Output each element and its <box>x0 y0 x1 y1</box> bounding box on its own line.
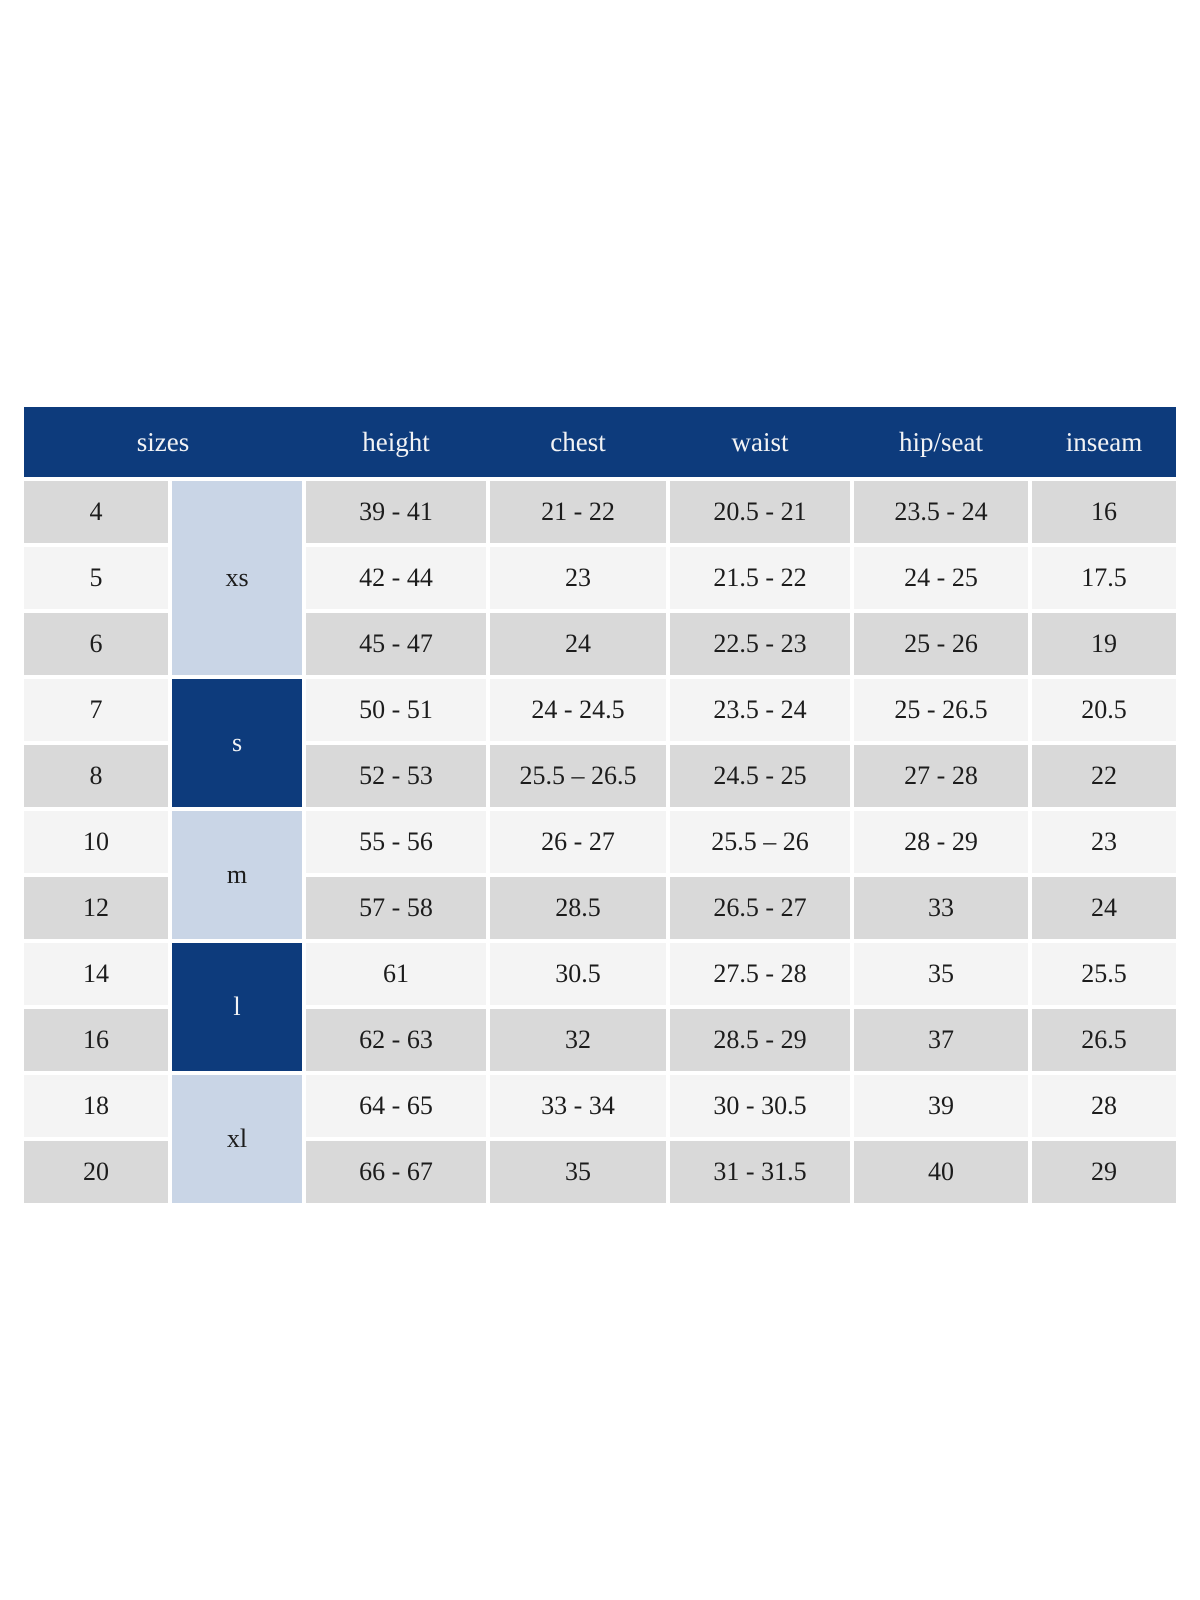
cell-waist: 30 - 30.5 <box>670 1075 850 1137</box>
cell-height: 62 - 63 <box>306 1009 486 1071</box>
size-group-cell-xs: xs <box>172 481 302 675</box>
cell-height: 64 - 65 <box>306 1075 486 1137</box>
cell-hip-seat: 35 <box>854 943 1028 1005</box>
cell-height: 42 - 44 <box>306 547 486 609</box>
cell-height: 57 - 58 <box>306 877 486 939</box>
cell-waist: 21.5 - 22 <box>670 547 850 609</box>
cell-chest: 32 <box>490 1009 666 1071</box>
cell-inseam: 25.5 <box>1032 943 1176 1005</box>
cell-chest: 23 <box>490 547 666 609</box>
cell-inseam: 17.5 <box>1032 547 1176 609</box>
cell-hip-seat: 24 - 25 <box>854 547 1028 609</box>
cell-height: 45 - 47 <box>306 613 486 675</box>
size-cell: 6 <box>24 613 168 675</box>
cell-waist: 25.5 – 26 <box>670 811 850 873</box>
size-cell: 14 <box>24 943 168 1005</box>
cell-height: 52 - 53 <box>306 745 486 807</box>
cell-hip-seat: 25 - 26.5 <box>854 679 1028 741</box>
cell-waist: 28.5 - 29 <box>670 1009 850 1071</box>
cell-inseam: 28 <box>1032 1075 1176 1137</box>
cell-inseam: 29 <box>1032 1141 1176 1203</box>
cell-hip-seat: 37 <box>854 1009 1028 1071</box>
cell-chest: 24 <box>490 613 666 675</box>
header-cell-waist: waist <box>731 427 789 457</box>
cell-hip-seat: 25 - 26 <box>854 613 1028 675</box>
cell-chest: 21 - 22 <box>490 481 666 543</box>
size-cell: 20 <box>24 1141 168 1203</box>
size-cell: 18 <box>24 1075 168 1137</box>
size-group-cell-s: s <box>172 679 302 807</box>
cell-inseam: 20.5 <box>1032 679 1176 741</box>
header-cell-sizes: sizes <box>136 427 190 457</box>
cell-height: 61 <box>306 943 486 1005</box>
header-cell-chest: chest <box>550 427 606 457</box>
header-cell-inseam: inseam <box>1065 427 1143 457</box>
size-chart-table: sizes height chest waist hip/seat inseam… <box>24 407 1176 1203</box>
cell-hip-seat: 39 <box>854 1075 1028 1137</box>
cell-waist: 20.5 - 21 <box>670 481 850 543</box>
cell-inseam: 16 <box>1032 481 1176 543</box>
header-cell-hip-seat: hip/seat <box>899 427 983 457</box>
cell-height: 66 - 67 <box>306 1141 486 1203</box>
cell-waist: 23.5 - 24 <box>670 679 850 741</box>
cell-waist: 31 - 31.5 <box>670 1141 850 1203</box>
header-cell-height: height <box>362 427 430 457</box>
cell-inseam: 19 <box>1032 613 1176 675</box>
cell-height: 55 - 56 <box>306 811 486 873</box>
table-body: xs s m l xl 4 39 - 41 21 - 22 20.5 - 21 23.5 - 24… <box>24 481 1176 1203</box>
cell-hip-seat: 33 <box>854 877 1028 939</box>
cell-waist: 27.5 - 28 <box>670 943 850 1005</box>
size-group-cell-xl: xl <box>172 1075 302 1203</box>
cell-hip-seat: 27 - 28 <box>854 745 1028 807</box>
cell-inseam: 26.5 <box>1032 1009 1176 1071</box>
size-cell: 8 <box>24 745 168 807</box>
size-cell: 12 <box>24 877 168 939</box>
cell-inseam: 22 <box>1032 745 1176 807</box>
cell-chest: 24 - 24.5 <box>490 679 666 741</box>
cell-hip-seat: 40 <box>854 1141 1028 1203</box>
size-cell: 10 <box>24 811 168 873</box>
size-cell: 16 <box>24 1009 168 1071</box>
cell-chest: 35 <box>490 1141 666 1203</box>
cell-height: 50 - 51 <box>306 679 486 741</box>
cell-waist: 26.5 - 27 <box>670 877 850 939</box>
cell-chest: 26 - 27 <box>490 811 666 873</box>
size-group-cell-l: l <box>172 943 302 1071</box>
size-cell: 7 <box>24 679 168 741</box>
cell-height: 39 - 41 <box>306 481 486 543</box>
size-cell: 5 <box>24 547 168 609</box>
cell-hip-seat: 23.5 - 24 <box>854 481 1028 543</box>
cell-chest: 28.5 <box>490 877 666 939</box>
cell-waist: 24.5 - 25 <box>670 745 850 807</box>
size-cell: 4 <box>24 481 168 543</box>
cell-chest: 33 - 34 <box>490 1075 666 1137</box>
cell-hip-seat: 28 - 29 <box>854 811 1028 873</box>
cell-chest: 30.5 <box>490 943 666 1005</box>
table-header-row: sizes height chest waist hip/seat inseam <box>24 407 1176 477</box>
cell-inseam: 23 <box>1032 811 1176 873</box>
size-group-cell-m: m <box>172 811 302 939</box>
cell-chest: 25.5 – 26.5 <box>490 745 666 807</box>
cell-waist: 22.5 - 23 <box>670 613 850 675</box>
cell-inseam: 24 <box>1032 877 1176 939</box>
